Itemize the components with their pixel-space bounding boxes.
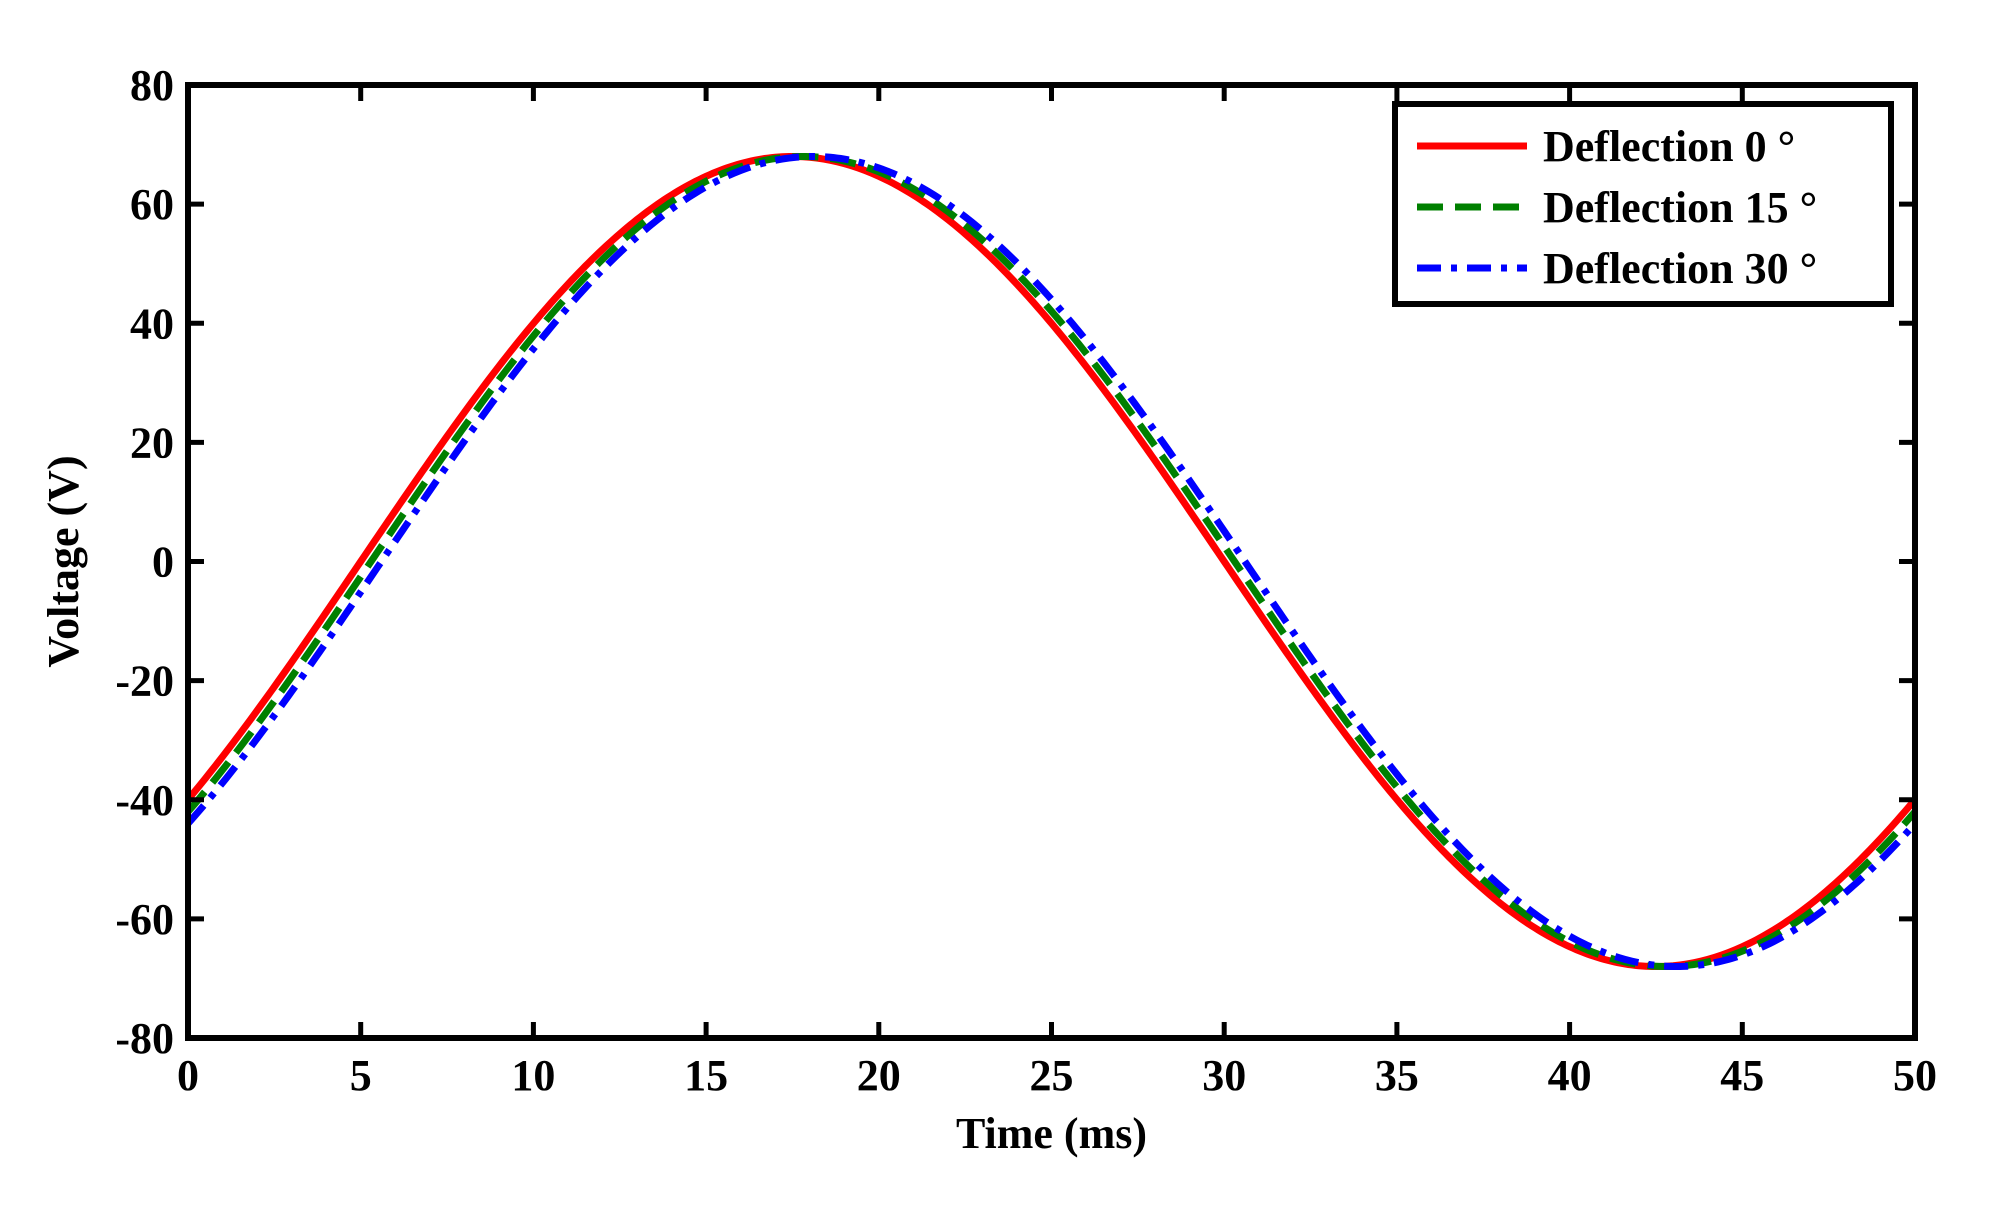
legend-label-0: Deflection 0 °	[1543, 122, 1795, 171]
legend-label-2: Deflection 30 °	[1543, 244, 1817, 293]
y-tick-label: 60	[130, 180, 174, 229]
y-tick-label: -80	[115, 1014, 174, 1063]
series-line-2	[188, 152, 1915, 971]
y-tick-label: 80	[130, 61, 174, 110]
x-tick-label: 20	[857, 1051, 901, 1100]
x-tick-label: 0	[177, 1051, 199, 1100]
y-axis-title: Voltage (V)	[39, 455, 88, 667]
x-tick-label: 45	[1720, 1051, 1764, 1100]
y-tick-label: 20	[130, 418, 174, 467]
x-tick-label: 25	[1030, 1051, 1074, 1100]
x-tick-label: 35	[1375, 1051, 1419, 1100]
y-tick-label: -40	[115, 776, 174, 825]
y-tick-label: 0	[152, 538, 174, 587]
axes-layer: 0 5 10 15 20 25 30 35 40 45 50 -80 -60 -40 -20 0 20 40 60 8…	[115, 61, 1937, 1100]
legend: Deflection 0 ° Deflection 15 ° Deflection …	[1392, 101, 1894, 307]
x-axis-title: Time (ms)	[956, 1109, 1147, 1158]
x-tick-label: 40	[1548, 1051, 1592, 1100]
x-tick-label: 5	[350, 1051, 372, 1100]
x-tick-label: 10	[511, 1051, 555, 1100]
legend-label-1: Deflection 15 °	[1543, 183, 1817, 232]
y-tick-label: -20	[115, 657, 174, 706]
y-tick-label: 40	[130, 299, 174, 348]
x-tick-label: 30	[1202, 1051, 1246, 1100]
series-layer	[188, 152, 1915, 971]
x-tick-label: 15	[684, 1051, 728, 1100]
y-tick-label: -60	[115, 895, 174, 944]
x-tick-label: 50	[1893, 1051, 1937, 1100]
